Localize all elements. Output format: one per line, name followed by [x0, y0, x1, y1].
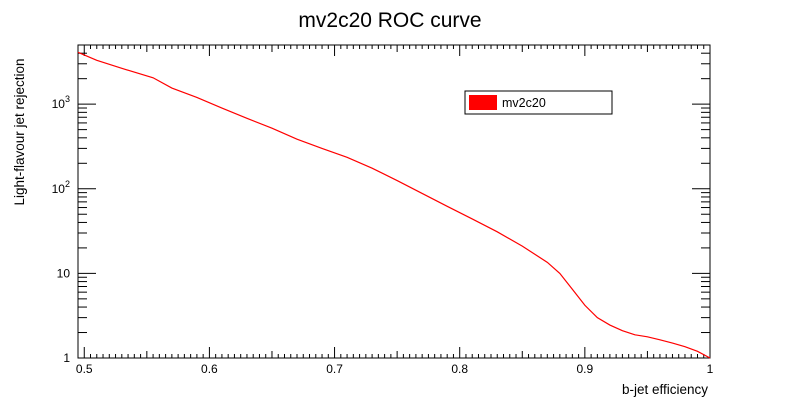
y-tick-label: 10	[57, 266, 71, 280]
y-tick-base: 10	[52, 97, 66, 111]
y-tick-base: 10	[57, 266, 71, 280]
plot-frame	[77, 44, 711, 359]
x-tick-label: 0.8	[451, 362, 468, 376]
y-axis-label: Light-flavour jet rejection	[12, 58, 27, 205]
x-tick-label: 0.6	[201, 362, 218, 376]
y-tick-label: 103	[52, 94, 70, 111]
roc-curve-line	[77, 51, 711, 359]
x-axis-ticks: 0.5 0.6 0.7 0.8 0.9 1	[76, 45, 714, 376]
x-tick-label: 0.7	[326, 362, 343, 376]
chart-title: mv2c20 ROC curve	[298, 9, 481, 32]
y-tick-exponent: 3	[65, 94, 70, 104]
y-tick-label: 102	[52, 179, 70, 196]
y-tick-base: 10	[52, 182, 66, 196]
x-tick-label: 0.9	[577, 362, 594, 376]
x-tick-label: 0.5	[76, 362, 93, 376]
y-tick-exponent: 2	[65, 179, 70, 189]
y-tick-base: 1	[63, 351, 70, 365]
legend-swatch-mv2c20	[469, 95, 497, 110]
legend-box	[464, 90, 613, 115]
y-tick-label: 1	[63, 351, 70, 365]
legend: mv2c20	[464, 90, 613, 115]
x-axis-label: b-jet efficiency	[622, 382, 708, 397]
x-tick-label: 1	[707, 362, 714, 376]
legend-label-mv2c20: mv2c20	[502, 96, 546, 110]
